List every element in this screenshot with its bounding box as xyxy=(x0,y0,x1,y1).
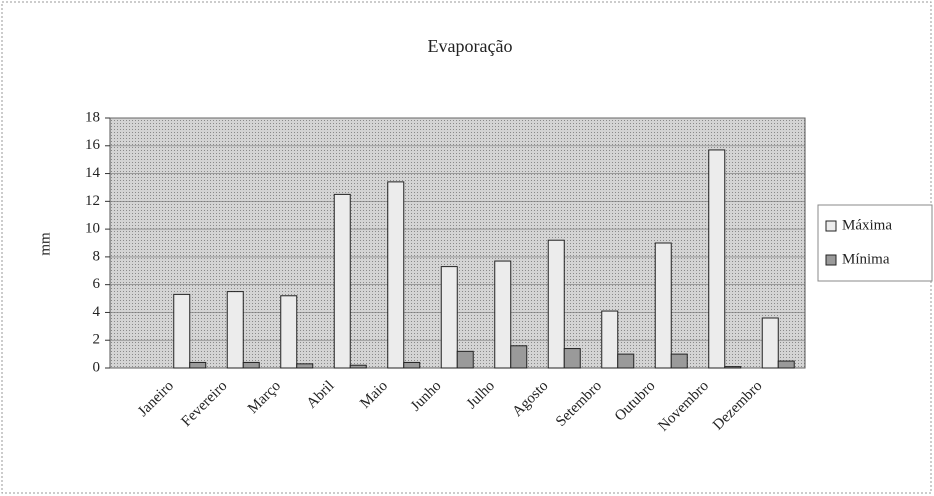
bar xyxy=(670,353,688,369)
y-tick-label: 16 xyxy=(85,137,101,153)
bar xyxy=(547,239,565,369)
bar xyxy=(456,350,474,369)
y-tick-label: 6 xyxy=(93,276,101,292)
y-axis-label: mm xyxy=(37,232,53,256)
legend-swatch xyxy=(825,254,837,266)
bar xyxy=(510,345,528,369)
y-tick-label: 14 xyxy=(85,165,101,181)
bar xyxy=(761,317,779,369)
y-tick-label: 8 xyxy=(93,248,101,264)
bar xyxy=(173,293,191,369)
bar xyxy=(494,260,512,369)
bar xyxy=(440,266,458,369)
bar xyxy=(403,361,421,369)
legend-swatch xyxy=(825,220,837,232)
y-tick-label: 0 xyxy=(93,359,101,375)
legend-label: Mínima xyxy=(842,251,890,267)
chart-title: Evaporação xyxy=(428,36,513,56)
y-tick-label: 4 xyxy=(93,304,101,320)
bar xyxy=(189,361,207,369)
y-tick-label: 2 xyxy=(93,332,101,348)
bar xyxy=(563,348,581,369)
bar xyxy=(387,181,405,369)
bar xyxy=(724,366,742,369)
legend xyxy=(817,204,933,282)
bar xyxy=(349,364,367,369)
y-tick-label: 12 xyxy=(85,193,100,209)
y-tick-label: 10 xyxy=(85,221,100,237)
bar xyxy=(601,310,619,369)
bar xyxy=(226,291,244,369)
legend-label: Máxima xyxy=(842,217,892,233)
y-tick-label: 18 xyxy=(85,109,100,125)
bar xyxy=(333,193,351,369)
bar xyxy=(280,295,298,369)
bar xyxy=(654,242,672,369)
bar xyxy=(777,360,795,369)
bar xyxy=(708,149,726,369)
bar xyxy=(617,353,635,369)
bar xyxy=(242,361,260,369)
bar xyxy=(296,363,314,369)
